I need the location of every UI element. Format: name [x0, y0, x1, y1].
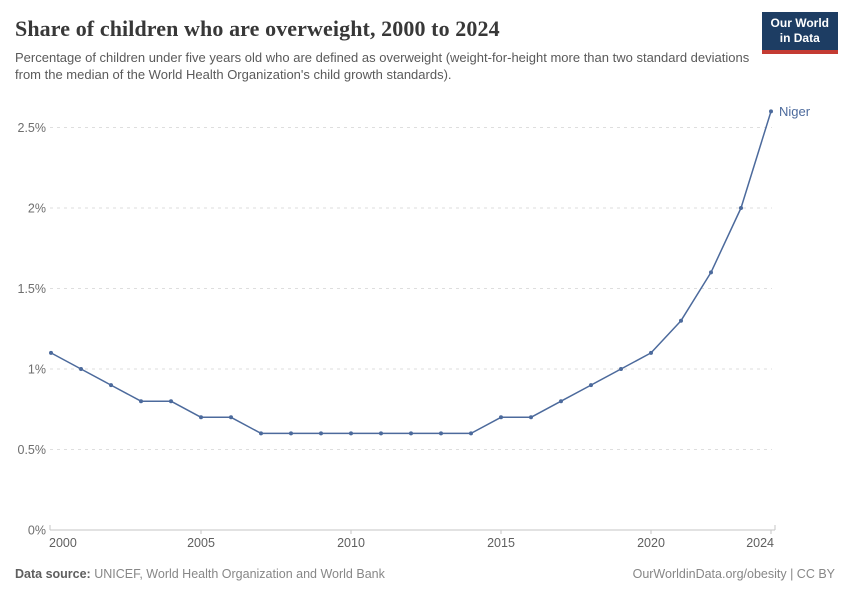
y-tick-label: 2% [28, 202, 46, 216]
data-point[interactable] [319, 431, 323, 436]
data-point[interactable] [49, 350, 53, 355]
owid-url-text[interactable]: OurWorldinData.org/obesity | CC BY [632, 567, 835, 581]
entity-label-niger[interactable]: Niger [779, 104, 811, 119]
data-point[interactable] [469, 431, 473, 436]
line-chart[interactable]: 0% 0.5% 1% 1.5% 2% 2.5% 2000 2005 2010 2015 2020 20… [0, 95, 850, 570]
owid-logo[interactable]: Our World in Data [761, 12, 838, 54]
license-link[interactable]: OurWorldinData.org/obesity | CC BY [633, 567, 835, 581]
x-tick-label: 2020 [637, 536, 665, 550]
owid-logo-line2: in Data [779, 31, 820, 45]
data-point[interactable] [349, 431, 353, 436]
data-point[interactable] [169, 399, 173, 404]
data-point[interactable] [259, 431, 263, 436]
data-point[interactable] [649, 350, 653, 355]
x-tick-label: 2024 [746, 536, 774, 550]
y-tick-label: 1.5% [18, 282, 47, 296]
data-point[interactable] [619, 367, 623, 371]
chart-line-niger[interactable] [50, 110, 772, 435]
y-tick-label: 0.5% [18, 443, 47, 457]
data-point[interactable] [679, 318, 683, 323]
data-point[interactable] [769, 109, 773, 114]
data-point[interactable] [529, 415, 533, 420]
x-tick-label: 2015 [487, 536, 515, 550]
data-point[interactable] [499, 415, 503, 420]
chart-title: Share of children who are overweight, 20… [15, 16, 500, 41]
chart-footer: Data source: UNICEF, World Health Organi… [15, 567, 835, 581]
owid-logo-line1: Our World [770, 16, 829, 30]
data-point[interactable] [739, 206, 743, 210]
x-tick-label: 2000 [49, 536, 77, 550]
data-point[interactable] [589, 383, 593, 388]
data-point[interactable] [439, 431, 443, 436]
chart-subtitle: Percentage of children under five years … [15, 50, 750, 82]
data-point[interactable] [409, 431, 413, 436]
x-tick-label: 2010 [337, 536, 365, 550]
data-source-label: Data source: [15, 567, 91, 581]
data-point[interactable] [229, 415, 233, 420]
y-tick-label: 1% [28, 363, 46, 377]
data-point[interactable] [139, 399, 143, 404]
data-point[interactable] [199, 415, 203, 420]
data-point[interactable] [289, 431, 293, 436]
data-source-text: UNICEF, World Health Organization and Wo… [90, 567, 385, 581]
data-point[interactable] [109, 383, 113, 388]
data-point[interactable] [559, 399, 563, 404]
data-point[interactable] [709, 270, 713, 275]
y-tick-label: 2.5% [18, 121, 47, 135]
data-point[interactable] [379, 431, 383, 436]
y-tick-label: 0% [28, 524, 46, 538]
data-source: Data source: UNICEF, World Health Organi… [15, 567, 385, 581]
data-point[interactable] [79, 367, 83, 371]
x-tick-label: 2005 [187, 536, 215, 550]
